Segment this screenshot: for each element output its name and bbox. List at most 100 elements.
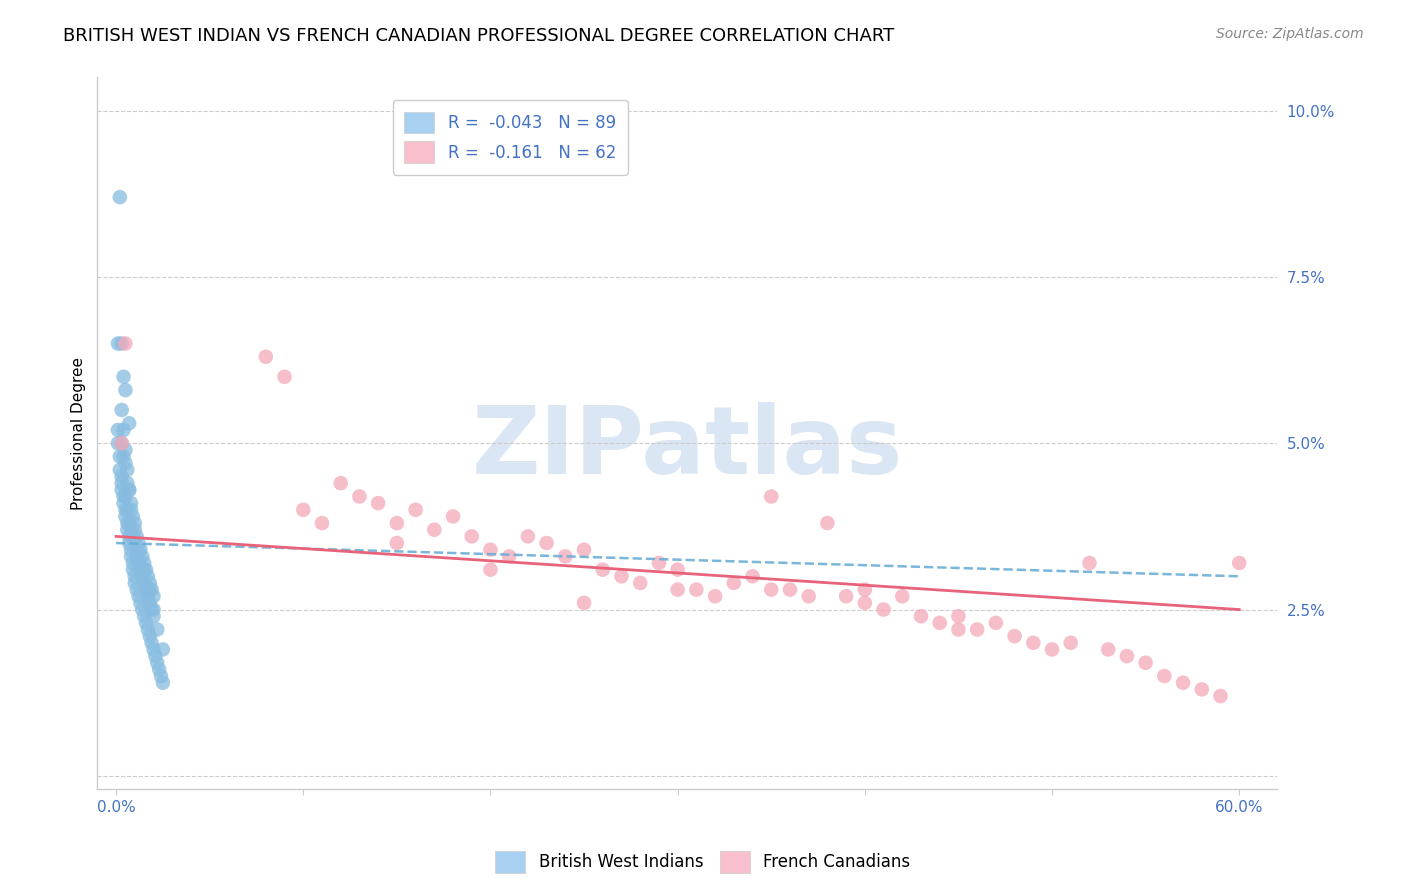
Point [741,569,763,583]
Point [107,436,129,450]
Point [117,476,139,491]
Point [498,549,520,564]
Point [131,569,153,583]
Point [1227,556,1250,570]
Point [125,529,148,543]
Point [910,609,932,624]
Text: BRITISH WEST INDIAN VS FRENCH CANADIAN PROFESSIONAL DEGREE CORRELATION CHART: BRITISH WEST INDIAN VS FRENCH CANADIAN P… [63,27,894,45]
Point [131,602,153,616]
Point [592,563,614,577]
Point [139,576,162,591]
Point [152,675,174,690]
Point [1004,629,1026,643]
Point [141,602,163,616]
Point [111,483,134,497]
Point [111,336,134,351]
Legend: R =  -0.043   N = 89, R =  -0.161   N = 62: R = -0.043 N = 89, R = -0.161 N = 62 [392,100,627,175]
Point [139,629,162,643]
Point [142,589,165,603]
Point [148,662,170,676]
Point [928,615,950,630]
Point [385,516,408,530]
Y-axis label: Professional Degree: Professional Degree [72,357,86,510]
Point [124,516,146,530]
Point [150,669,173,683]
Point [107,423,129,437]
Point [117,516,139,530]
Point [141,582,163,597]
Point [114,442,136,457]
Point [1097,642,1119,657]
Point [554,549,576,564]
Point [685,582,707,597]
Point [136,623,159,637]
Point [815,516,838,530]
Point [134,563,156,577]
Point [122,563,145,577]
Point [118,417,141,431]
Point [128,556,150,570]
Point [1191,682,1213,697]
Point [292,503,315,517]
Point [273,369,295,384]
Point [112,369,135,384]
Point [135,563,157,577]
Point [117,503,139,517]
Point [853,596,876,610]
Point [536,536,558,550]
Point [761,582,783,597]
Point [124,523,146,537]
Point [139,596,162,610]
Point [124,576,146,591]
Point [112,496,135,510]
Point [966,623,988,637]
Point [349,490,371,504]
Point [128,589,150,603]
Point [131,549,153,564]
Point [984,615,1007,630]
Point [135,582,157,597]
Point [779,582,801,597]
Point [114,503,136,517]
Point [142,642,165,657]
Point [124,536,146,550]
Point [572,542,595,557]
Point [461,529,484,543]
Point [108,450,131,464]
Point [118,483,141,497]
Point [516,529,538,543]
Point [125,582,148,597]
Text: ZIPatlas: ZIPatlas [471,401,903,493]
Point [628,576,651,591]
Point [479,563,502,577]
Point [948,609,970,624]
Point [704,589,727,603]
Point [610,569,633,583]
Point [872,602,894,616]
Point [329,476,352,491]
Point [723,576,745,591]
Point [117,523,139,537]
Point [666,582,689,597]
Point [120,523,142,537]
Point [666,563,689,577]
Point [948,623,970,637]
Point [114,509,136,524]
Point [136,569,159,583]
Point [114,336,136,351]
Point [835,589,858,603]
Point [853,582,876,597]
Point [648,556,671,570]
Point [142,602,165,616]
Point [1040,642,1063,657]
Point [405,503,427,517]
Point [118,483,141,497]
Point [761,490,783,504]
Point [111,436,134,450]
Point [254,350,277,364]
Point [111,476,134,491]
Point [112,423,135,437]
Point [367,496,389,510]
Point [423,523,446,537]
Point [111,469,134,483]
